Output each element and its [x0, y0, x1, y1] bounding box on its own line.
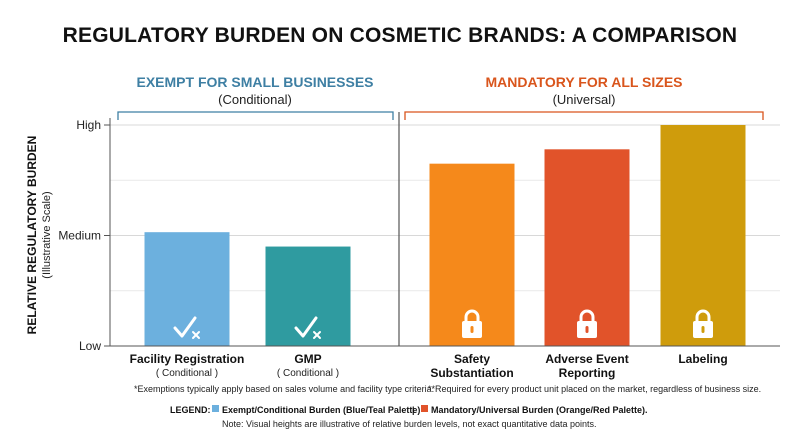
group-subtitle-mandatory: (Universal) [553, 92, 616, 107]
y-ticks: Low Medium High [58, 118, 110, 353]
legend: LEGEND: Exempt/Conditional Burden (Blue/… [170, 405, 648, 429]
group-subtitle-exempt: (Conditional) [218, 92, 292, 107]
y-axis-sublabel: (Illustrative Scale) [41, 191, 53, 278]
legend-swatch-exempt [212, 405, 219, 412]
bar [429, 163, 515, 346]
category-labels: Facility Registration ( Conditional ) GMP (… [130, 352, 728, 380]
y-axis-label: RELATIVE REGULATORY BURDEN [25, 136, 39, 335]
legend-note: Note: Visual heights are illustrative of… [222, 419, 597, 429]
category-label: GMP [294, 352, 321, 366]
y-tick-label: High [76, 118, 101, 132]
category-label: Labeling [678, 352, 727, 366]
category-sublabel: ( Conditional ) [156, 368, 218, 379]
y-tick-label: Medium [58, 229, 101, 243]
category-label: Facility Registration [130, 352, 245, 366]
check-x-icon [173, 316, 200, 339]
group-bracket-exempt [117, 111, 394, 120]
footnote-exempt: *Exemptions typically apply based on sal… [134, 384, 434, 394]
y-tick-label: Low [79, 339, 101, 353]
group-title-exempt: EXEMPT FOR SMALL BUSINESSES [137, 74, 374, 90]
legend-label: LEGEND: [170, 405, 211, 415]
group-title-mandatory: MANDATORY FOR ALL SIZES [485, 74, 682, 90]
category-label: Adverse Event [545, 352, 628, 366]
legend-swatch-mandatory [421, 405, 428, 412]
legend-item-exempt: Exempt/Conditional Burden (Blue/Teal Pal… [222, 405, 420, 415]
bar [660, 125, 746, 346]
legend-item-mandatory: Mandatory/Universal Burden (Orange/Red P… [431, 405, 648, 415]
category-label-line2: Substantiation [430, 366, 513, 380]
bar [544, 149, 630, 346]
group-bracket-mandatory [404, 111, 764, 120]
category-label-line2: Reporting [559, 366, 616, 380]
category-sublabel: ( Conditional ) [277, 368, 339, 379]
footnote-mandatory: **Required for every product unit placed… [428, 384, 761, 394]
legend-separator: | [412, 405, 415, 415]
chart-title: REGULATORY BURDEN ON COSMETIC BRANDS: A … [63, 24, 738, 47]
bars [144, 125, 746, 346]
lock-icon [462, 309, 482, 338]
lock-icon [693, 309, 713, 338]
category-label: Safety [454, 352, 490, 366]
lock-icon [577, 309, 597, 338]
check-x-icon [294, 316, 321, 339]
